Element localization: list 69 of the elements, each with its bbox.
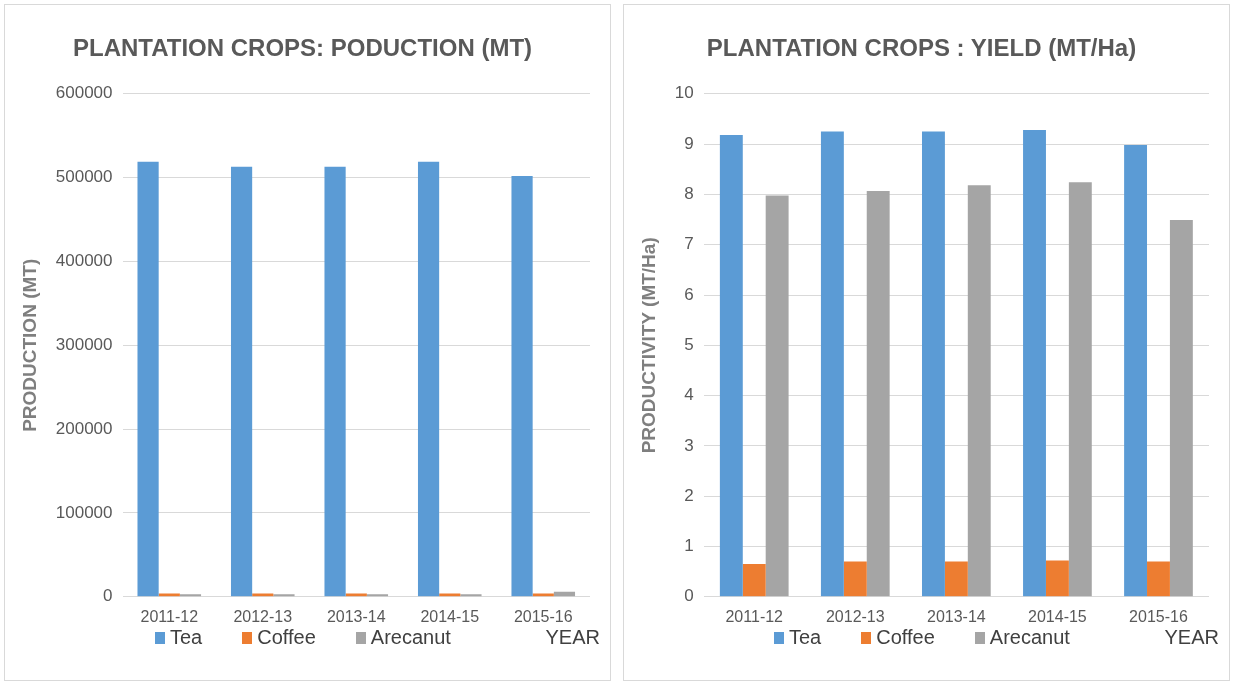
y-tick-label: 100000: [55, 502, 113, 522]
y-tick-label: 0: [684, 586, 694, 606]
bar: [1023, 130, 1046, 597]
bar: [719, 135, 743, 597]
x-axis-title: YEAR: [545, 626, 600, 649]
chart-title: PLANTATION CROPS : YIELD (MT/Ha): [706, 34, 1137, 62]
x-tick-label: 2014-15: [420, 607, 480, 625]
y-tick-label: 1: [684, 536, 694, 556]
x-tick-label: 2012-13: [233, 607, 293, 625]
x-tick-label: 2015-16: [1129, 607, 1188, 625]
bar: [843, 561, 867, 597]
bar: [1068, 182, 1092, 597]
bar: [765, 195, 789, 597]
bar: [1169, 220, 1193, 597]
bar: [345, 593, 367, 597]
bar: [179, 594, 202, 597]
y-tick-label: 9: [684, 133, 694, 153]
bar: [1045, 560, 1069, 597]
legend-label: Coffee: [875, 626, 935, 649]
x-tick-label: 2012-13: [825, 607, 885, 625]
bar: [922, 131, 945, 597]
bar: [820, 131, 844, 597]
bar: [967, 185, 991, 597]
legend-label: Tea: [169, 626, 203, 649]
y-tick-label: 200000: [55, 418, 113, 438]
x-tick-label: 2014-15: [1028, 607, 1087, 625]
bar: [460, 594, 482, 597]
bar: [230, 166, 253, 597]
x-axis-title: YEAR: [1164, 626, 1219, 649]
x-tick-label: 2015-16: [513, 607, 573, 625]
legend-label: Arecanut: [988, 626, 1070, 649]
bar: [324, 166, 346, 597]
bar: [273, 594, 295, 597]
bar: [742, 564, 766, 597]
legend-label: Coffee: [256, 626, 316, 649]
y-tick-label: 8: [684, 184, 694, 204]
y-tick-label: 6: [684, 284, 694, 304]
bar: [944, 561, 968, 597]
y-axis-title: PRODUCTION (MT): [18, 258, 40, 432]
y-tick-label: 500000: [55, 167, 113, 187]
bar: [532, 593, 554, 597]
x-tick-label: 2013-14: [927, 607, 986, 625]
y-tick-label: 10: [674, 83, 694, 103]
bar: [366, 594, 389, 597]
legend-label: Tea: [788, 626, 822, 649]
bar: [158, 593, 180, 597]
bar: [137, 161, 159, 597]
y-tick-label: 0: [103, 586, 113, 606]
bar: [866, 190, 890, 597]
y-tick-label: 300000: [55, 334, 113, 354]
bar: [1124, 145, 1148, 597]
y-axis-title: PRODUCTIVITY (MT/Ha): [637, 237, 659, 454]
y-tick-label: 7: [684, 234, 694, 254]
chart-title: PLANTATION CROPS: PODUCTION (MT): [72, 34, 533, 62]
bar: [439, 593, 461, 597]
y-tick-label: 3: [684, 435, 694, 455]
x-tick-label: 2011-12: [725, 607, 784, 625]
legend-label: Arecanut: [369, 626, 451, 649]
y-tick-label: 2: [684, 485, 694, 505]
x-tick-label: 2013-14: [326, 607, 386, 625]
bar: [252, 593, 274, 597]
x-tick-label: 2011-12: [140, 607, 199, 625]
bar: [511, 175, 533, 597]
bar: [1147, 561, 1170, 597]
y-tick-label: 4: [684, 385, 694, 405]
y-tick-label: 600000: [55, 83, 113, 103]
y-tick-label: 400000: [55, 251, 113, 271]
bar: [417, 161, 440, 597]
y-tick-label: 5: [684, 334, 694, 354]
